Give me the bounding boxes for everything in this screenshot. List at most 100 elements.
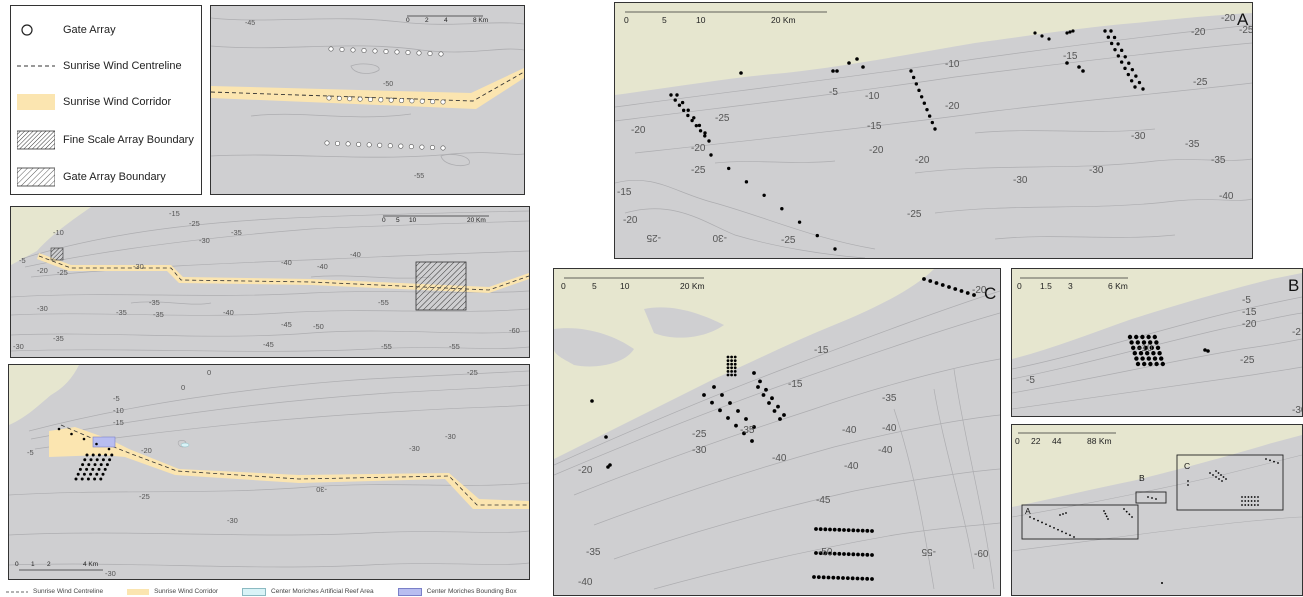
gate-receiver-circle <box>409 98 415 104</box>
depth-label: -25 <box>57 268 68 277</box>
receiver-point <box>1134 74 1138 78</box>
receiver-point <box>965 291 970 295</box>
gate-receiver-circle <box>361 47 367 53</box>
open-circle-icon <box>17 20 55 40</box>
scale-tick-label: 0 <box>15 561 19 568</box>
receiver-point <box>1033 31 1037 35</box>
scale-tick-label: 6 Km <box>1108 281 1128 291</box>
receiver-point <box>823 527 828 532</box>
gate-array-points <box>1127 334 1210 367</box>
scale-tick-label: 1 <box>31 561 35 568</box>
receiver-point <box>739 71 743 75</box>
depth-label: -20 <box>1221 13 1236 24</box>
receiver-point <box>846 552 851 557</box>
array-point <box>1105 515 1108 518</box>
receiver-point <box>911 75 916 80</box>
array-point <box>1250 504 1253 506</box>
receiver-point <box>709 153 713 157</box>
extent-box-c <box>1176 454 1284 511</box>
array-point <box>1241 504 1243 506</box>
reef-area-swatch-icon <box>242 587 267 596</box>
receiver-point <box>1130 67 1135 72</box>
depth-label: -20 <box>1242 319 1257 330</box>
array-point <box>1215 470 1217 472</box>
receiver-point <box>89 472 93 476</box>
array-point <box>1062 513 1064 515</box>
array-point <box>1265 458 1267 460</box>
receiver-point <box>846 528 851 533</box>
receiver-point <box>1159 356 1164 361</box>
gate-receiver-circle <box>336 95 342 101</box>
receiver-point <box>736 409 740 413</box>
depth-label: -30 <box>712 232 727 243</box>
gate-receiver-circle <box>324 140 330 146</box>
scale-tick-label: 20 Km <box>467 217 486 224</box>
array-point <box>1033 517 1035 520</box>
array-point <box>1029 516 1031 518</box>
receiver-point <box>1119 60 1124 64</box>
receiver-point <box>101 458 105 462</box>
receiver-point <box>837 527 842 532</box>
depth-label: -20 <box>631 125 646 136</box>
receiver-point <box>909 69 913 73</box>
receiver-point <box>110 453 114 457</box>
scale-tick-label: 0 <box>624 15 629 25</box>
panel-letter: B <box>1288 276 1299 295</box>
receiver-point <box>831 69 835 73</box>
depth-label: -2 <box>1292 327 1301 338</box>
array-point <box>1057 528 1059 531</box>
receiver-point <box>105 463 109 467</box>
depth-label: -35 <box>740 425 755 436</box>
receiver-point <box>758 379 762 384</box>
receiver-point <box>761 393 766 397</box>
receiver-point <box>752 371 756 375</box>
receiver-point <box>851 552 856 557</box>
centreline <box>38 255 529 291</box>
receiver-point <box>832 551 837 556</box>
receiver-point <box>1132 351 1137 356</box>
gate-receiver-circle <box>429 145 435 151</box>
receiver-point <box>733 366 737 370</box>
array-point <box>1247 504 1250 506</box>
receiver-point <box>734 423 738 428</box>
depth-label: -5 <box>19 256 26 265</box>
receiver-point <box>1146 334 1151 340</box>
dashed-line-icon <box>6 591 28 592</box>
bottom-legend-label: Sunrise Wind Corridor <box>154 588 219 595</box>
legend-item-corridor: Sunrise Wind Corridor <box>11 92 171 112</box>
corridor-area <box>211 68 524 109</box>
receiver-point <box>832 527 837 532</box>
receiver-point <box>726 373 730 377</box>
array-point <box>1241 500 1243 502</box>
receiver-point <box>70 432 73 436</box>
receiver-point <box>91 467 95 471</box>
bottom-legend-label: Center Moriches Bounding Box <box>426 588 517 595</box>
array-locations <box>1029 458 1279 584</box>
receiver-point <box>930 120 935 125</box>
receiver-point <box>828 527 832 532</box>
receiver-point <box>752 425 756 429</box>
depth-label: -25 <box>715 113 730 124</box>
depth-label: -20 <box>869 145 884 156</box>
depth-label: -55 <box>414 173 424 180</box>
gate-receiver-circle <box>350 47 356 53</box>
depth-label: -30 <box>445 432 456 441</box>
receiver-point <box>850 576 855 581</box>
locator-map: 0 22 44 88 Km A B C <box>1011 424 1303 596</box>
receiver-point <box>764 387 768 392</box>
gate-receiver-circle <box>328 46 334 52</box>
gate-receiver-circle <box>416 50 422 56</box>
array-point <box>1104 512 1107 515</box>
array-point <box>1059 514 1061 516</box>
depth-label: 0 <box>181 383 185 392</box>
receiver-point <box>776 404 780 409</box>
receiver-point <box>1141 340 1147 345</box>
receiver-point <box>1123 55 1127 59</box>
bottom-legend-item: Sunrise Wind Corridor <box>127 588 218 595</box>
gate-receiver-circle <box>388 97 394 103</box>
depth-label: 0 <box>207 368 211 377</box>
depth-label: -30 <box>133 262 144 271</box>
depth-label: -20 <box>141 446 152 455</box>
receiver-point <box>733 355 737 359</box>
receiver-point <box>865 552 870 557</box>
